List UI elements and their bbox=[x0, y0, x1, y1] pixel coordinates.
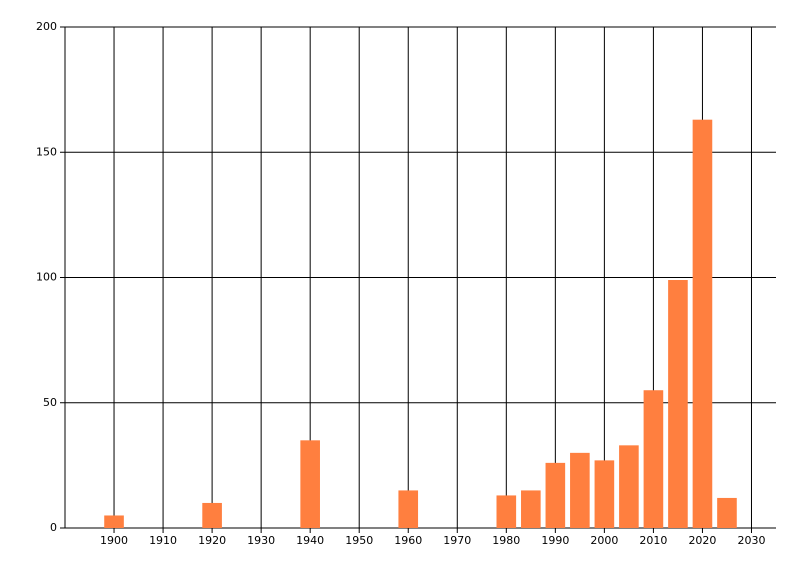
bar bbox=[545, 462, 566, 528]
x-tick-label: 2010 bbox=[639, 534, 667, 547]
x-tick-label: 2020 bbox=[688, 534, 716, 547]
x-tick-label: 1940 bbox=[296, 534, 324, 547]
y-tick-label: 150 bbox=[36, 145, 57, 158]
x-tick-label: 1950 bbox=[345, 534, 373, 547]
bar bbox=[496, 495, 517, 528]
bar bbox=[619, 445, 639, 528]
x-tick-label: 1990 bbox=[541, 534, 569, 547]
bar bbox=[594, 460, 615, 528]
x-tick-label: 1930 bbox=[247, 534, 275, 547]
x-tick-label: 1980 bbox=[492, 534, 520, 547]
bar bbox=[300, 440, 320, 528]
x-tick-label: 1970 bbox=[443, 534, 471, 547]
bar bbox=[104, 515, 124, 528]
x-tick-label: 1960 bbox=[394, 534, 422, 547]
x-tick-label: 2000 bbox=[590, 534, 618, 547]
bar bbox=[717, 497, 737, 528]
y-tick-label: 50 bbox=[43, 396, 57, 409]
y-tick-label: 100 bbox=[36, 271, 57, 284]
y-tick-label: 200 bbox=[36, 20, 57, 33]
bar bbox=[668, 280, 688, 528]
bar bbox=[202, 502, 222, 528]
x-tick-label: 1910 bbox=[149, 534, 177, 547]
x-tick-label: 1900 bbox=[100, 534, 128, 547]
x-tick-label: 2030 bbox=[737, 534, 765, 547]
bar bbox=[570, 452, 590, 528]
x-tick-label: 1920 bbox=[198, 534, 226, 547]
bar bbox=[692, 119, 713, 528]
bar bbox=[398, 490, 419, 528]
bar bbox=[521, 490, 541, 528]
bar bbox=[643, 390, 664, 528]
y-tick-label: 0 bbox=[50, 521, 57, 534]
